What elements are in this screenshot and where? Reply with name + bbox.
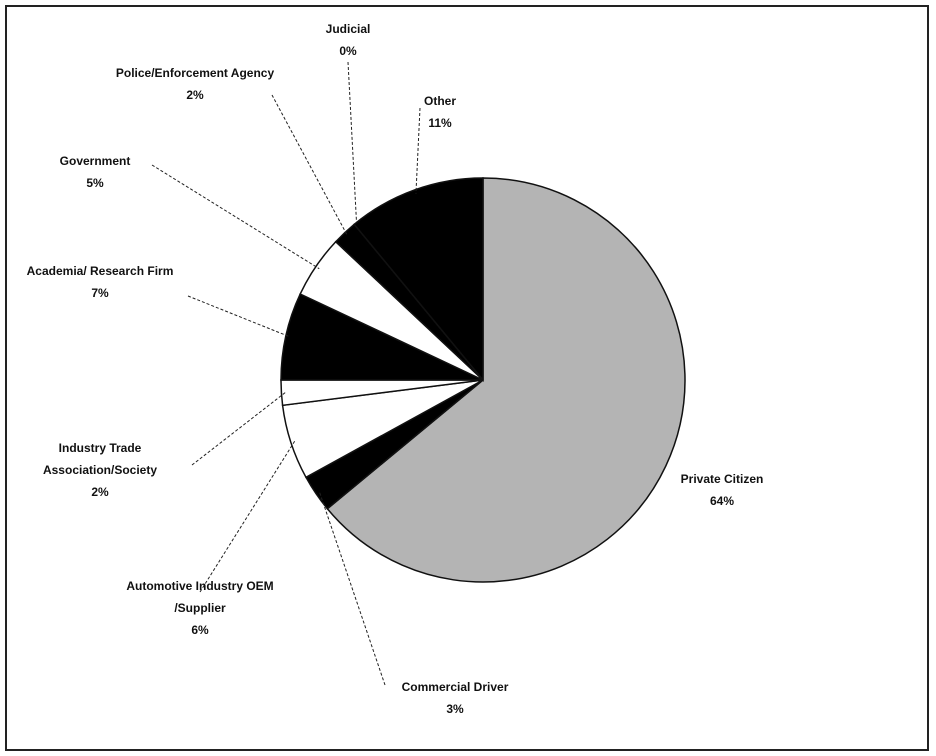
- leader-line: [347, 61, 358, 228]
- value-label: 7%: [91, 286, 109, 300]
- category-name: Government: [59, 154, 131, 168]
- value-label: 2%: [91, 485, 109, 499]
- slice-label: Private Citizen 64%: [657, 468, 787, 512]
- value-label: 0%: [339, 44, 357, 58]
- slice-label: Commercial Driver 3%: [370, 676, 540, 720]
- frame: [5, 5, 929, 751]
- category-name: Commercial Driver: [401, 680, 509, 694]
- pie-slice: [353, 177, 484, 383]
- leader-line: [199, 440, 296, 593]
- leader-line: [151, 164, 320, 270]
- slice-label: Other 11%: [405, 90, 475, 134]
- leader-line: [191, 392, 286, 466]
- value-label: 2%: [186, 88, 204, 102]
- leader-line: [318, 491, 386, 686]
- leader-line: [187, 295, 290, 338]
- slice-label: Police/Enforcement Agency 2%: [110, 62, 280, 106]
- slice-label: Judicial 0%: [308, 18, 388, 62]
- category-name: Industry Trade Association/Society: [42, 441, 158, 477]
- category-name: Other: [423, 94, 456, 108]
- leader-line: [271, 94, 348, 236]
- slice-label: Industry Trade Association/Society 2%: [10, 437, 190, 503]
- category-name: Private Citizen: [680, 472, 764, 486]
- value-label: 5%: [86, 176, 104, 190]
- value-label: 3%: [446, 702, 464, 716]
- value-label: 64%: [709, 494, 735, 508]
- pie-slice: [326, 177, 686, 583]
- category-name: Automotive Industry OEM /Supplier: [126, 579, 274, 615]
- category-name: Judicial: [325, 22, 371, 36]
- category-name: Police/Enforcement Agency: [115, 66, 275, 80]
- slice-label: Government 5%: [30, 150, 160, 194]
- slice-label: Academia/ Research Firm 7%: [5, 260, 195, 304]
- slice-label: Automotive Industry OEM /Supplier 6%: [115, 575, 285, 641]
- category-name: Academia/ Research Firm: [26, 264, 174, 278]
- leader-line: [415, 107, 421, 194]
- value-label: 6%: [191, 623, 209, 637]
- value-label: 11%: [428, 116, 452, 130]
